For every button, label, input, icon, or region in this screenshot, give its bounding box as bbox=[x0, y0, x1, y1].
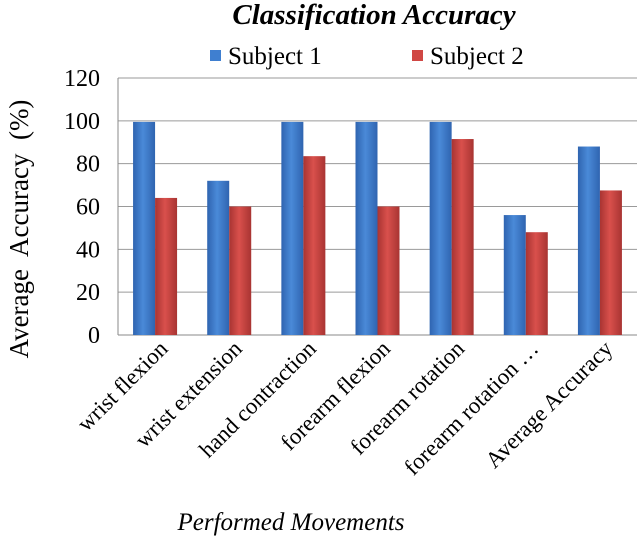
legend-swatch-series2 bbox=[412, 50, 423, 61]
y-axis-title: Average Accuracy (%) bbox=[4, 100, 34, 359]
bar-series1-2 bbox=[281, 121, 304, 335]
bar-series2-2 bbox=[303, 156, 326, 335]
y-tick-labels: 0 20 40 60 80 100 120 bbox=[64, 66, 100, 349]
legend: Subject 1 Subject 2 bbox=[210, 43, 524, 70]
legend-label-series1: Subject 1 bbox=[228, 43, 322, 70]
x-category-label: Average Accuracy bbox=[480, 336, 617, 473]
bar-series1-1 bbox=[207, 180, 230, 335]
bar-series1-3 bbox=[355, 121, 378, 335]
y-tick-label: 120 bbox=[64, 66, 100, 92]
bar-series1-4 bbox=[429, 121, 452, 335]
y-tick-label: 100 bbox=[64, 109, 100, 135]
legend-swatch-series1 bbox=[210, 50, 221, 61]
bar-series1-5 bbox=[503, 215, 526, 335]
y-tick-label: 60 bbox=[76, 195, 100, 221]
bar-series1-6 bbox=[577, 146, 600, 335]
bar-series2-4 bbox=[451, 139, 474, 335]
y-tick-label: 40 bbox=[76, 237, 100, 263]
bar-series2-6 bbox=[599, 190, 622, 335]
bar-series1-0 bbox=[133, 121, 156, 335]
y-tick-label: 0 bbox=[88, 323, 100, 349]
x-category-label: forearm rotation … bbox=[399, 336, 543, 480]
y-tick-label: 20 bbox=[76, 280, 100, 306]
legend-label-series2: Subject 2 bbox=[430, 43, 524, 70]
bar-series2-1 bbox=[229, 206, 252, 335]
y-tick-label: 80 bbox=[76, 152, 100, 178]
chart-title: Classification Accuracy bbox=[232, 0, 515, 31]
bars bbox=[133, 121, 622, 335]
bar-series2-0 bbox=[155, 197, 178, 335]
bar-series2-3 bbox=[377, 206, 400, 335]
x-axis-title: Performed Movements bbox=[176, 509, 404, 536]
bar-series2-5 bbox=[525, 232, 548, 335]
